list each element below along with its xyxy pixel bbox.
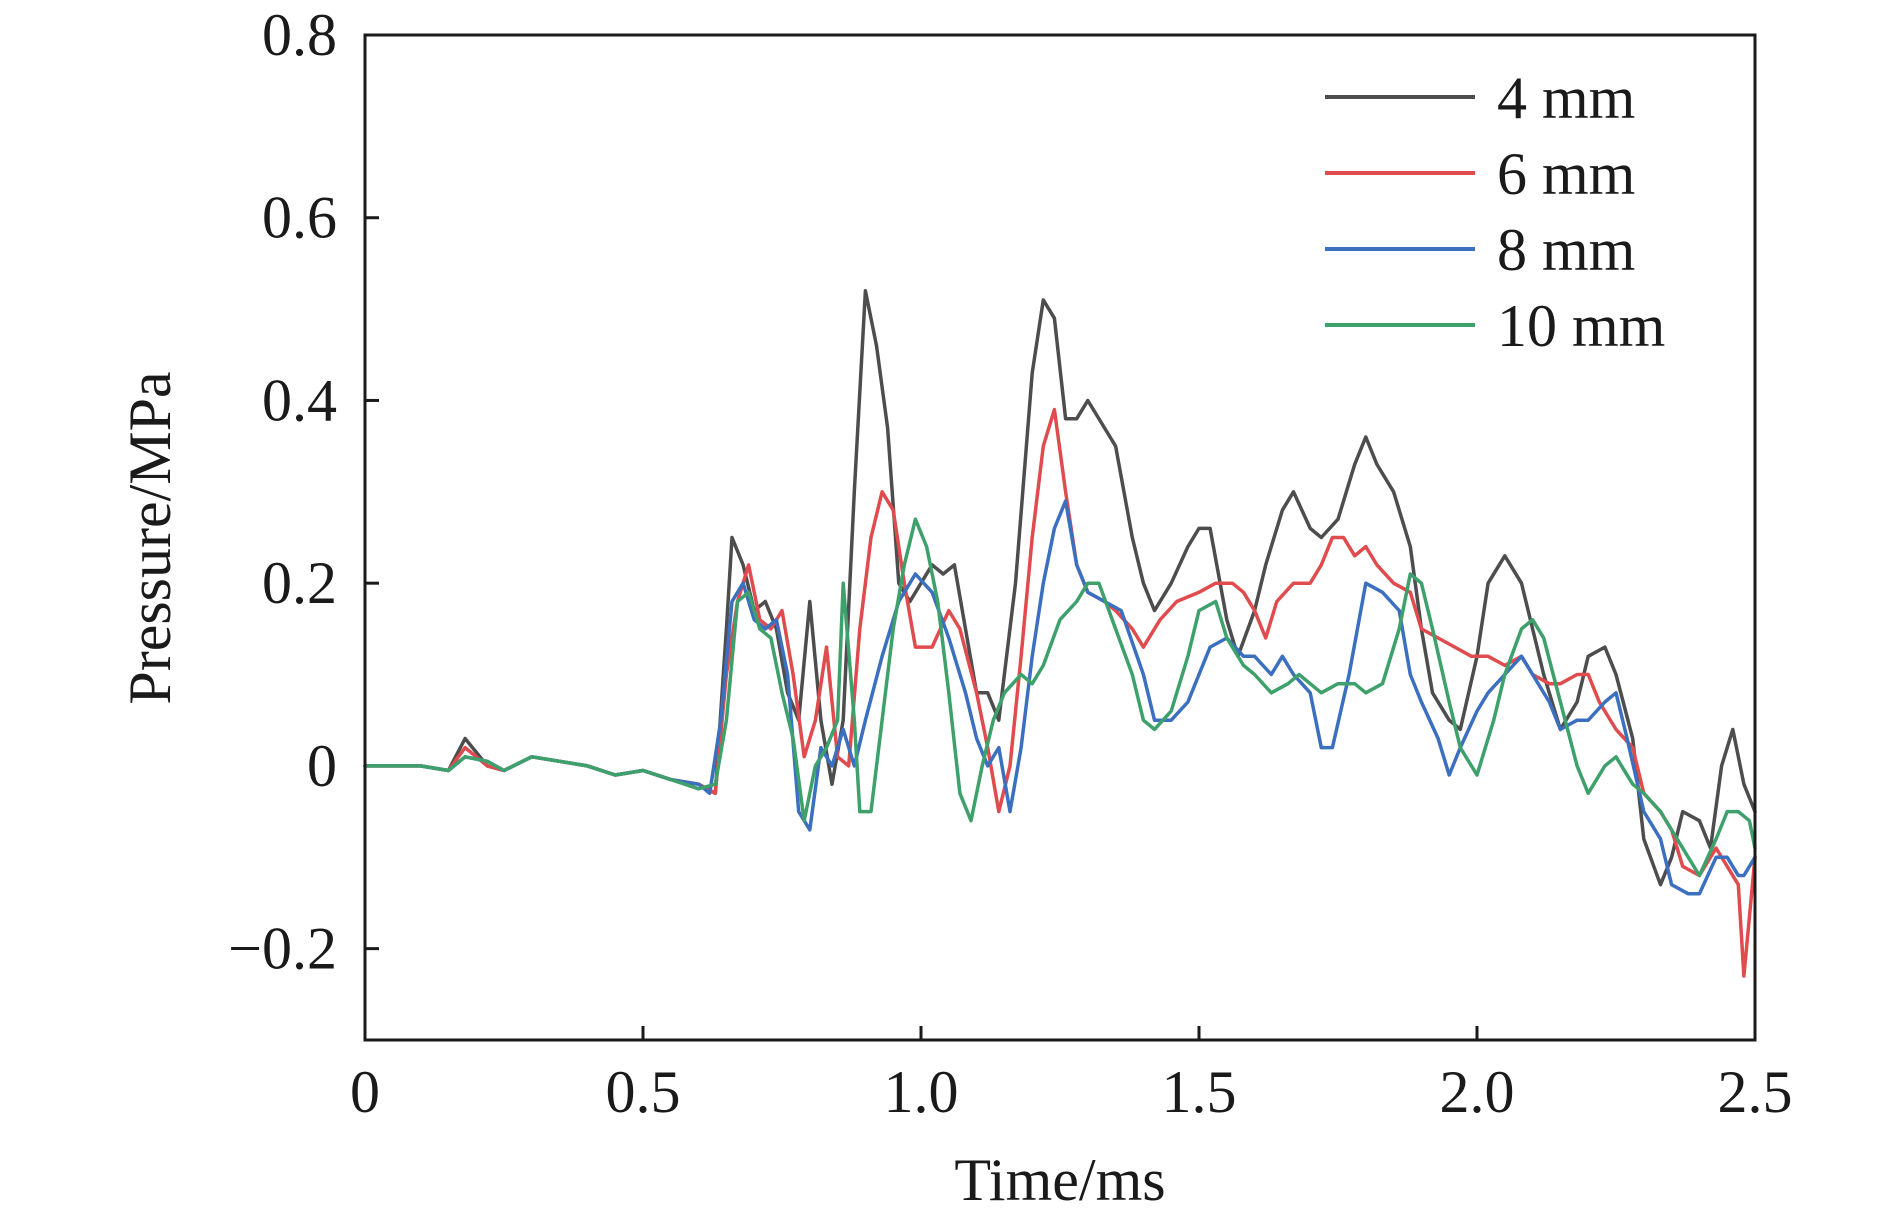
x-tick-label: 2.0 — [1440, 1059, 1515, 1125]
x-axis-ticks: 0 0.5 1.0 1.5 2.0 2.5 — [350, 1026, 1793, 1125]
y-tick-label: 0.6 — [262, 185, 337, 251]
x-tick-label: 0.5 — [606, 1059, 681, 1125]
legend-label: 4 mm — [1497, 65, 1635, 131]
legend: 4 mm 6 mm 8 mm 10 mm — [1325, 65, 1665, 359]
y-tick-label: 0.4 — [262, 367, 337, 433]
plot-frame — [363, 33, 1757, 1042]
series-line-6-mm — [363, 407, 1757, 978]
y-tick-label: −0.2 — [228, 916, 337, 982]
x-axis-title: Time/ms — [954, 1147, 1165, 1213]
x-tick-label: 1.5 — [1162, 1059, 1237, 1125]
y-axis-ticks: −0.2 0 0.2 0.4 0.6 0.8 — [228, 2, 379, 982]
x-tick-label: 1.0 — [884, 1059, 959, 1125]
series-line-4-mm — [363, 289, 1757, 887]
plot-series — [363, 289, 1757, 978]
x-tick-label: 0 — [350, 1059, 380, 1125]
series-line-8-mm — [363, 499, 1757, 896]
x-tick-label: 2.5 — [1718, 1059, 1793, 1125]
y-tick-label: 0.2 — [262, 550, 337, 616]
y-tick-label: 0 — [307, 733, 337, 799]
y-axis-title: Pressure/MPa — [117, 371, 183, 704]
y-tick-label: 0.8 — [262, 2, 337, 68]
legend-label: 6 mm — [1497, 141, 1635, 207]
legend-label: 10 mm — [1497, 293, 1665, 359]
series-line-10-mm — [363, 517, 1757, 878]
legend-label: 8 mm — [1497, 217, 1635, 283]
